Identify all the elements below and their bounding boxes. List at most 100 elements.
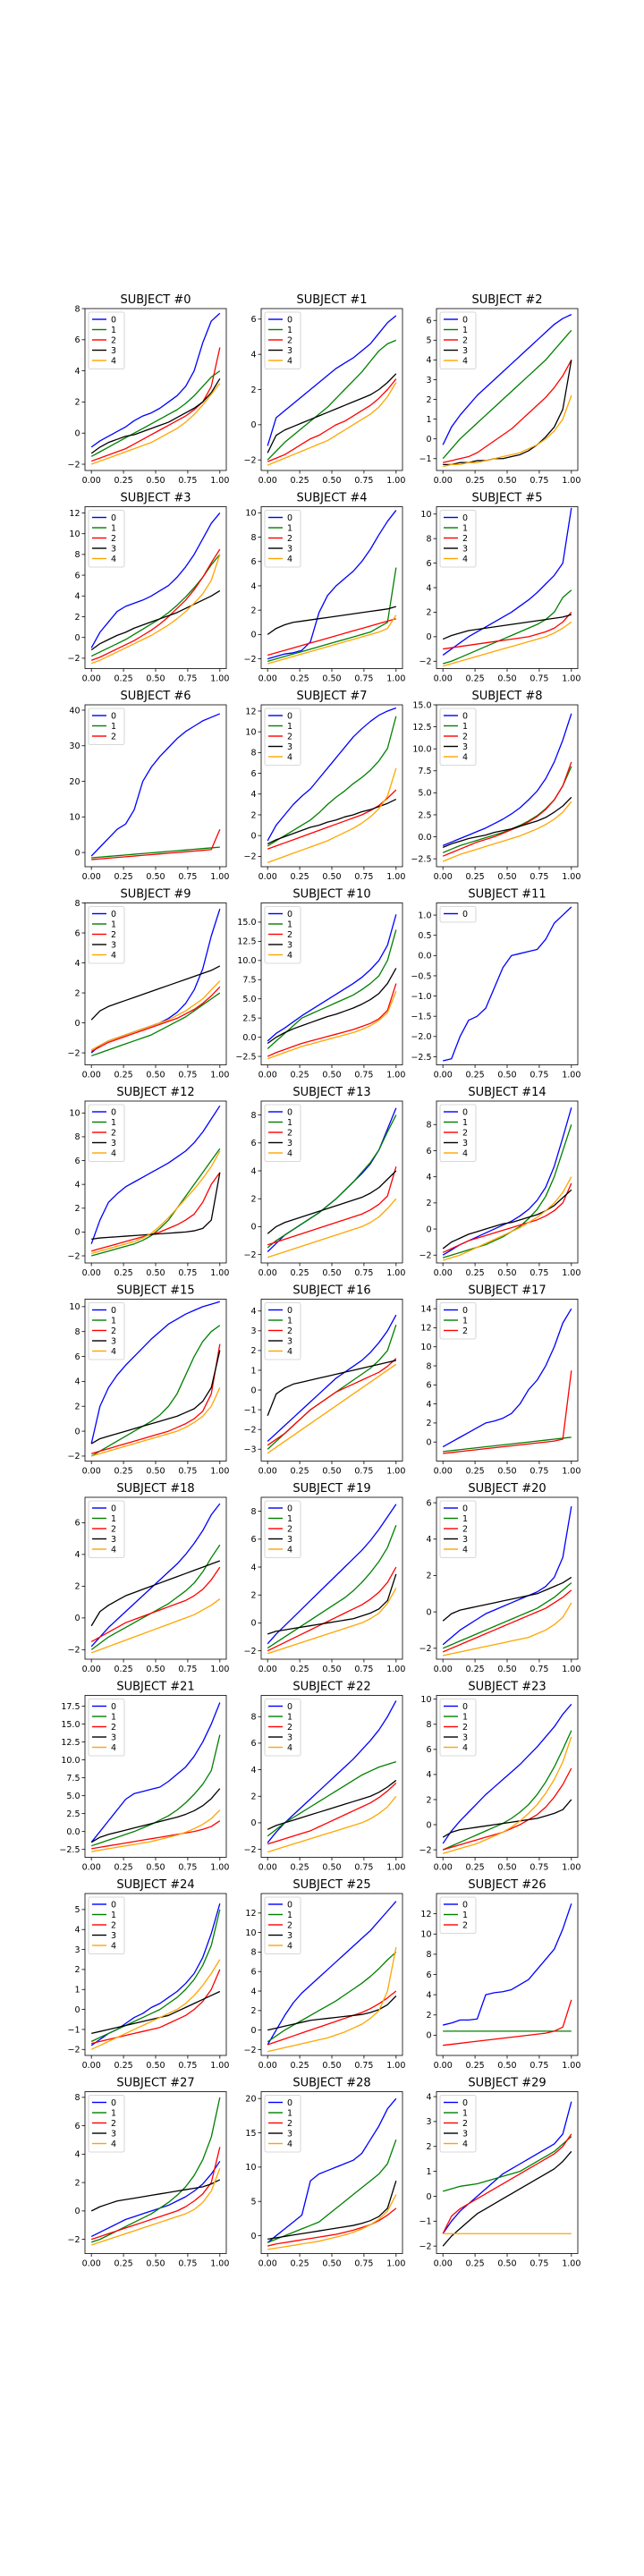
y-tick-label: 2.5 (418, 810, 431, 820)
x-tick-label: 0.50 (146, 2259, 165, 2269)
series-line-2 (267, 618, 396, 657)
series-line-0 (90, 713, 221, 857)
y-tick-label: 0 (250, 831, 256, 841)
y-tick-label: −2 (67, 460, 80, 470)
series-line-4 (442, 801, 572, 862)
x-tick-label: 0.75 (354, 476, 373, 486)
legend-label-0: 0 (462, 1107, 468, 1117)
x-tick-label: 1.00 (210, 2061, 229, 2071)
x-tick-label: 0.50 (322, 1071, 341, 1080)
y-tick-label: 1.0 (418, 911, 431, 920)
y-tick-label: −0.5 (411, 971, 431, 981)
y-tick-label: 8 (426, 1361, 431, 1371)
y-tick-label: 8 (426, 1950, 431, 1960)
y-tick-label: 12.5 (61, 1738, 80, 1748)
legend-label-4: 4 (287, 951, 292, 961)
series-line-4 (267, 767, 397, 863)
legend-label-0: 0 (111, 910, 116, 919)
x-tick-label: 0.50 (497, 674, 516, 684)
x-tick-label: 0.75 (354, 1665, 373, 1674)
series-line-4 (442, 1736, 572, 1854)
series-group (443, 1903, 572, 2046)
x-tick-label: 1.00 (562, 674, 580, 684)
series-line-0 (442, 2101, 572, 2234)
y-tick-label: 1 (426, 2167, 431, 2177)
y-tick-label: −1 (419, 454, 431, 464)
x-tick-label: 0.25 (466, 1467, 485, 1477)
legend-label-2: 2 (111, 732, 116, 741)
series-line-3 (90, 1350, 221, 1445)
y-tick-label: 2 (250, 386, 256, 395)
x-tick-label: 0.50 (146, 1665, 165, 1674)
legend-label-3: 3 (462, 1139, 468, 1148)
y-tick-label: 0 (426, 1438, 431, 1448)
x-tick-label: 0.00 (258, 1863, 277, 1873)
x-tick-label: 0.50 (322, 674, 341, 684)
x-tick-label: 0.00 (434, 674, 453, 684)
y-tick-label: 6 (250, 1968, 256, 1978)
legend-label-3: 3 (111, 2129, 116, 2139)
series-group (442, 507, 572, 667)
series-line-3 (267, 1996, 397, 2031)
y-tick-label: 8 (250, 1507, 256, 1517)
series-line-2 (442, 1767, 572, 1851)
y-tick-label: 2 (250, 1591, 256, 1601)
series-line-2 (90, 1566, 221, 1643)
legend-box (439, 906, 477, 923)
y-tick-label: 10 (245, 2163, 256, 2173)
legend-label-3: 3 (287, 1336, 292, 1346)
legend-box (439, 2095, 477, 2153)
series-group (90, 1105, 221, 1257)
y-tick-label: 4 (74, 959, 80, 969)
series-line-3 (267, 968, 397, 1045)
legend-label-0: 0 (287, 711, 292, 721)
y-tick-label: −2 (243, 1250, 256, 1260)
legend-label-3: 3 (111, 1336, 116, 1346)
x-tick-label: 0.50 (322, 872, 341, 882)
legend-box (264, 1699, 301, 1757)
x-tick-label: 1.00 (562, 476, 580, 486)
y-tick-label: 12 (420, 1324, 431, 1334)
legend-box (88, 1500, 125, 1558)
x-tick-label: 0.00 (258, 2061, 277, 2071)
legend-label-0: 0 (111, 1107, 116, 1117)
y-tick-label: −2.5 (411, 1053, 431, 1063)
series-line-3 (442, 1576, 572, 1622)
x-tick-label: 0.75 (354, 2259, 373, 2269)
series-line-0 (442, 1703, 572, 1844)
series-line-4 (90, 383, 221, 465)
y-tick-label: 17.5 (61, 1702, 80, 1712)
y-tick-label: 2 (426, 2142, 431, 2152)
legend-label-2: 2 (287, 1920, 292, 1930)
x-tick-label: 0.25 (114, 1071, 133, 1080)
legend-label-4: 4 (111, 1148, 116, 1158)
legend-label-0: 0 (111, 1306, 116, 1316)
y-tick-label: 5 (426, 336, 431, 346)
y-tick-label: 6 (426, 559, 431, 569)
legend-box (439, 1500, 477, 1558)
y-tick-label: −2 (243, 455, 256, 465)
x-tick-label: 0.50 (322, 2259, 341, 2269)
x-tick-label: 0.25 (291, 1665, 309, 1674)
legend-label-3: 3 (287, 1733, 292, 1742)
legend-label-4: 4 (111, 356, 116, 366)
x-tick-label: 1.00 (386, 2259, 405, 2269)
x-tick-label: 0.75 (530, 1467, 548, 1477)
y-tick-label: −2 (243, 2046, 256, 2055)
series-group (90, 2097, 221, 2246)
y-tick-label: 10 (69, 1302, 80, 1312)
series-line-2 (443, 611, 572, 650)
series-line-0 (90, 513, 221, 648)
x-tick-label: 1.00 (386, 476, 405, 486)
x-tick-label: 0.00 (434, 2061, 453, 2071)
